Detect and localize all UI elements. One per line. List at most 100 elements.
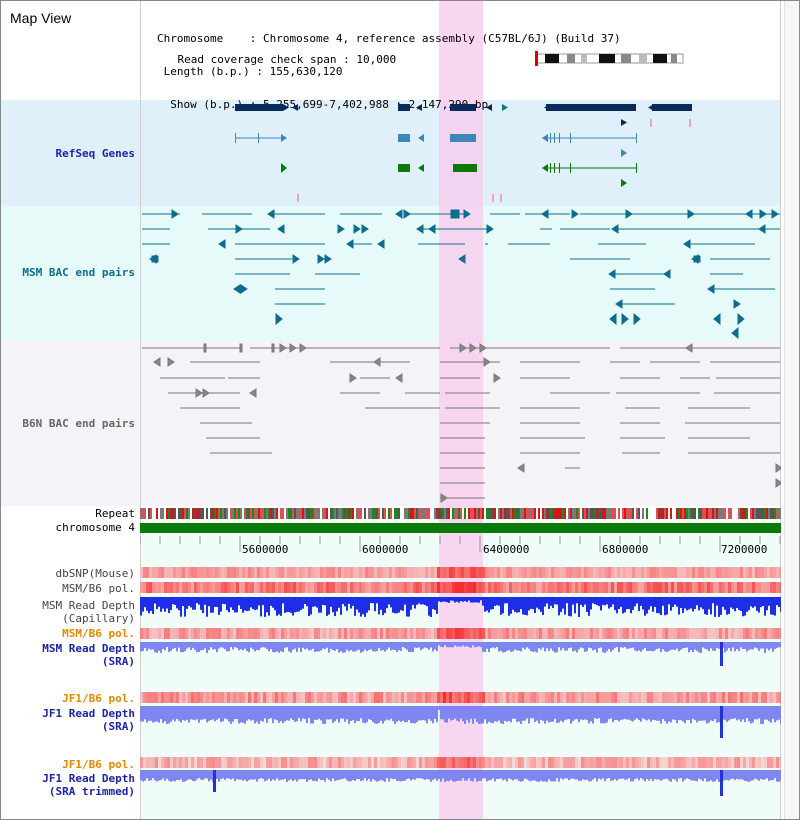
b6n-bac-track[interactable]	[140, 341, 781, 506]
heat-cell	[434, 757, 437, 768]
dbsnp-label[interactable]: dbSNP(Mouse)	[55, 567, 135, 580]
msm-bac-label[interactable]: MSM BAC end pairs	[22, 266, 135, 279]
jf1-read-depth-trimmed-track[interactable]	[140, 770, 781, 796]
heat-cell	[581, 567, 584, 578]
repeat-segment	[516, 508, 518, 519]
depth-bar	[568, 706, 570, 719]
heat-cell	[503, 582, 506, 593]
depth-bar	[260, 706, 262, 721]
heat-cell	[689, 692, 692, 703]
heat-cell	[491, 692, 494, 703]
heat-cell	[305, 582, 308, 593]
jf1-b6-pol-2-label[interactable]: JF1/B6 pol.	[62, 758, 135, 771]
repeat-segment	[482, 508, 484, 519]
repeat-segment	[512, 508, 514, 519]
depth-bar	[172, 770, 174, 781]
depth-bar	[156, 770, 158, 782]
heat-cell	[443, 567, 446, 578]
depth-bar	[578, 597, 580, 617]
msm-b6-pol-2-heat-track[interactable]	[140, 628, 781, 639]
depth-bar	[548, 706, 550, 723]
depth-bar	[578, 642, 580, 650]
repeat-segment	[678, 508, 680, 519]
repeat-segment	[448, 508, 450, 519]
depth-bar	[590, 642, 592, 649]
jf1-read-depth-trim-label[interactable]: JF1 Read Depth	[42, 772, 135, 785]
heat-cell	[701, 567, 704, 578]
refseq-genes-track[interactable]	[140, 100, 781, 206]
depth-bar	[182, 642, 184, 653]
depth-bar	[350, 597, 352, 609]
heat-cell	[488, 628, 491, 639]
depth-bar	[210, 706, 212, 721]
msm-read-depth-sra-track[interactable]	[140, 642, 781, 666]
repeat-segment	[150, 508, 152, 519]
heat-cell	[251, 628, 254, 639]
jf1-b6-pol-2-heat-track[interactable]	[140, 757, 781, 768]
repeat-track[interactable]	[140, 508, 781, 519]
depth-bar	[378, 597, 380, 615]
heat-cell	[464, 692, 467, 703]
depth-bar	[480, 642, 482, 648]
jf1-read-depth-label[interactable]: JF1 Read Depth	[42, 707, 135, 720]
repeat-segment	[656, 508, 658, 519]
depth-bar	[678, 597, 680, 615]
depth-bar	[576, 706, 578, 720]
heat-cell	[731, 692, 734, 703]
heat-cell	[413, 567, 416, 578]
depth-bar	[300, 597, 302, 610]
dbsnp-heat-track[interactable]	[140, 567, 781, 578]
msm-read-depth-label[interactable]: MSM Read Depth	[42, 599, 135, 612]
jf1-b6-pol-label[interactable]: JF1/B6 pol.	[62, 692, 135, 705]
depth-bar	[270, 597, 272, 606]
msm-b6-pol-label[interactable]: MSM/B6 pol.	[62, 582, 135, 595]
depth-bar	[702, 642, 704, 648]
depth-bar	[280, 642, 282, 652]
heat-cell	[497, 567, 500, 578]
heat-cell	[548, 628, 551, 639]
chromosome-ideogram[interactable]	[529, 51, 685, 67]
depth-bar	[262, 770, 264, 779]
heat-cell	[716, 757, 719, 768]
vertical-scrollbar[interactable]	[784, 1, 799, 819]
heat-cell	[569, 567, 572, 578]
repeat-segment	[704, 508, 706, 519]
depth-bar	[744, 770, 746, 781]
heat-cell	[320, 692, 323, 703]
depth-bar	[252, 597, 254, 610]
chromosome-bar[interactable]	[140, 523, 781, 533]
depth-bar	[172, 642, 174, 649]
repeat-segment	[244, 508, 246, 519]
heat-cell	[701, 692, 704, 703]
msm-b6-pol-2-label[interactable]: MSM/B6 pol.	[62, 627, 135, 640]
heat-cell	[230, 628, 233, 639]
depth-bar	[472, 642, 474, 646]
depth-bar	[666, 706, 668, 724]
msm-read-depth-capillary-track[interactable]	[140, 597, 781, 623]
repeat-segment	[372, 508, 374, 519]
repeat-segment	[202, 508, 204, 519]
heat-cell	[206, 567, 209, 578]
msm-b6-pol-heat-track[interactable]	[140, 582, 781, 593]
heat-cell	[446, 628, 449, 639]
jf1-read-depth-sra-track[interactable]	[140, 706, 781, 738]
refseq-genes-label[interactable]: RefSeq Genes	[55, 147, 135, 160]
depth-bar	[458, 770, 460, 781]
heat-cell	[332, 582, 335, 593]
heat-cell	[149, 692, 152, 703]
heat-cell	[266, 692, 269, 703]
heat-cell	[182, 692, 185, 703]
show-label: Show (b.p.)	[170, 98, 244, 111]
heat-cell	[641, 567, 644, 578]
heat-cell	[764, 628, 767, 639]
heat-cell	[203, 628, 206, 639]
repeat-segment	[318, 508, 320, 519]
heat-cell	[206, 582, 209, 593]
repeat-segment	[248, 508, 250, 519]
msm-read-depth-sra-label[interactable]: MSM Read Depth	[42, 642, 135, 655]
depth-bar	[716, 642, 718, 649]
msm-bac-track[interactable]	[140, 206, 781, 341]
jf1-b6-pol-heat-track[interactable]	[140, 692, 781, 703]
b6n-bac-label[interactable]: B6N BAC end pairs	[22, 417, 135, 430]
depth-bar	[266, 706, 268, 723]
